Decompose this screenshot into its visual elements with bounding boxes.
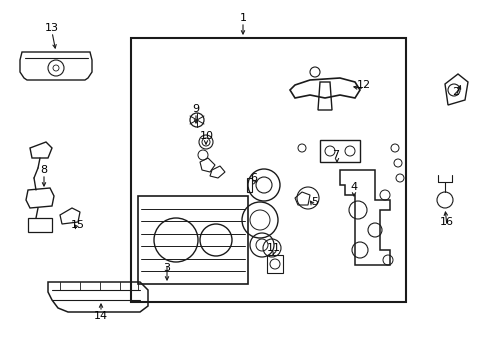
Bar bbox=[138, 196, 247, 284]
Text: 13: 13 bbox=[45, 23, 59, 33]
Text: 7: 7 bbox=[332, 150, 339, 160]
Text: 4: 4 bbox=[350, 182, 357, 192]
Text: 5: 5 bbox=[311, 197, 318, 207]
Text: 11: 11 bbox=[266, 243, 281, 253]
Text: 1: 1 bbox=[239, 13, 246, 23]
Bar bbox=[28, 218, 52, 232]
Bar bbox=[131, 38, 405, 302]
Text: 8: 8 bbox=[41, 165, 47, 175]
Text: 9: 9 bbox=[192, 104, 199, 114]
Text: 3: 3 bbox=[163, 263, 170, 273]
Text: 2: 2 bbox=[451, 87, 459, 97]
Bar bbox=[319, 140, 359, 162]
Text: 12: 12 bbox=[356, 80, 370, 90]
Bar bbox=[266, 255, 283, 273]
Text: 10: 10 bbox=[200, 131, 214, 141]
Text: 6: 6 bbox=[250, 173, 257, 183]
Text: 15: 15 bbox=[71, 220, 85, 230]
Text: 14: 14 bbox=[94, 311, 108, 321]
Text: 16: 16 bbox=[439, 217, 453, 227]
